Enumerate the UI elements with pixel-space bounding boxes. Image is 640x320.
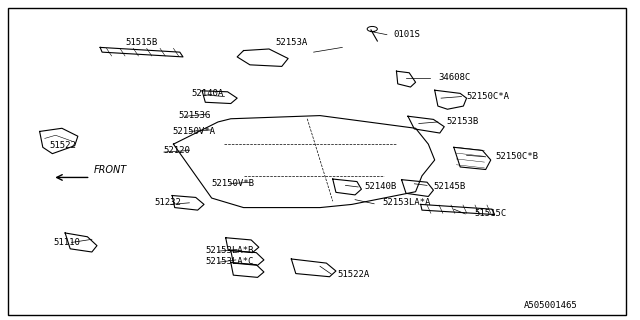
Text: 52153LA*A: 52153LA*A	[383, 198, 431, 207]
Text: 52150C*A: 52150C*A	[467, 92, 509, 101]
Text: 52150V*A: 52150V*A	[172, 127, 215, 136]
Text: 52140A: 52140A	[191, 89, 223, 98]
Text: 0101S: 0101S	[394, 30, 420, 39]
Text: 51110: 51110	[54, 238, 81, 247]
Text: 51522: 51522	[49, 141, 76, 150]
Text: FRONT: FRONT	[94, 165, 127, 175]
Text: 51515C: 51515C	[474, 209, 506, 219]
Text: 52120: 52120	[164, 146, 191, 155]
Text: 52150C*B: 52150C*B	[495, 152, 538, 161]
Text: 52153G: 52153G	[179, 111, 211, 120]
Text: 52153B: 52153B	[446, 117, 479, 126]
Text: 51515B: 51515B	[125, 38, 158, 47]
Text: 34608C: 34608C	[438, 73, 470, 82]
Text: 52153LA*B: 52153LA*B	[205, 246, 253, 255]
Text: 52150V*B: 52150V*B	[212, 179, 255, 188]
Text: A505001465: A505001465	[524, 301, 578, 310]
Text: 51232: 51232	[154, 198, 181, 207]
Text: 52153LA*C: 52153LA*C	[205, 257, 253, 266]
Text: 52140B: 52140B	[365, 182, 397, 191]
Text: 51522A: 51522A	[338, 270, 370, 279]
Text: 52145B: 52145B	[433, 182, 466, 191]
Text: 52153A: 52153A	[275, 38, 308, 47]
